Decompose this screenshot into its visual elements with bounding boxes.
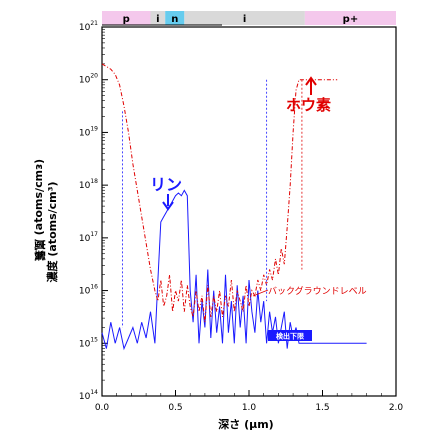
region-band-label-3: i xyxy=(243,14,246,25)
plot-frame xyxy=(101,26,397,397)
y-tick-label: 1021 xyxy=(79,20,98,33)
series-boron-line xyxy=(101,63,338,323)
y-tick-label: 1020 xyxy=(79,73,98,86)
boron-guide-lines xyxy=(122,79,303,328)
boron-annotation: ホウ素 xyxy=(286,96,331,114)
phosphorus-arrowhead xyxy=(162,201,174,211)
region-band-3 xyxy=(184,11,305,25)
x-axis-label: 深さ (μm) xyxy=(218,417,273,431)
y-tick-label: 1019 xyxy=(79,125,98,138)
series-phosphorus-line xyxy=(101,189,367,351)
x-tick-label: 1.5 xyxy=(315,403,329,413)
x-tick-label: 0.0 xyxy=(95,403,110,413)
lod-annotation: 検出下限 xyxy=(268,330,312,341)
y-tick-label: 1017 xyxy=(79,231,98,244)
boron-arrowhead xyxy=(305,76,317,86)
y-tick-label: 1015 xyxy=(79,336,98,349)
y-axis-label: 濃度 (atoms/cm³) xyxy=(45,182,59,283)
y-axis: 1021 1020 1019 1018 1017 1016 1015 1014 xyxy=(79,20,108,402)
region-band-label-1: i xyxy=(156,14,159,25)
x-axis: 0.0 0.5 1.0 1.5 2.0 xyxy=(95,390,404,413)
region-band-label-2: n xyxy=(171,14,178,25)
y-axis-label-mirrored: (ɛɯɔ/sɯoʇɐ) 嵐鬟 xyxy=(33,159,47,261)
series-layer xyxy=(101,63,367,351)
x-tick-label: 1.0 xyxy=(242,403,257,413)
x-tick-label: 0.5 xyxy=(168,403,182,413)
phosphorus-annotation: リン xyxy=(150,175,182,194)
region-band-label-0: p xyxy=(123,14,130,25)
region-band-4 xyxy=(304,11,396,25)
region-band-2 xyxy=(165,11,185,25)
region-band-0 xyxy=(102,11,151,25)
y-tick-label: 1014 xyxy=(79,389,98,402)
svg-text:バックグラウンドレベル: バックグラウンドレベル xyxy=(268,285,367,297)
x-tick-label: 2.0 xyxy=(389,403,404,413)
y-tick-label: 1018 xyxy=(79,178,98,191)
y-tick-label: 1016 xyxy=(79,284,98,297)
region-band-label-4: p+ xyxy=(343,14,359,25)
region-band-strip: p i n i p+ xyxy=(102,11,396,26)
region-band-1 xyxy=(150,11,166,25)
background-annotation: バックグラウンドレベル xyxy=(252,285,367,297)
svg-text:検出下限: 検出下限 xyxy=(276,332,305,341)
